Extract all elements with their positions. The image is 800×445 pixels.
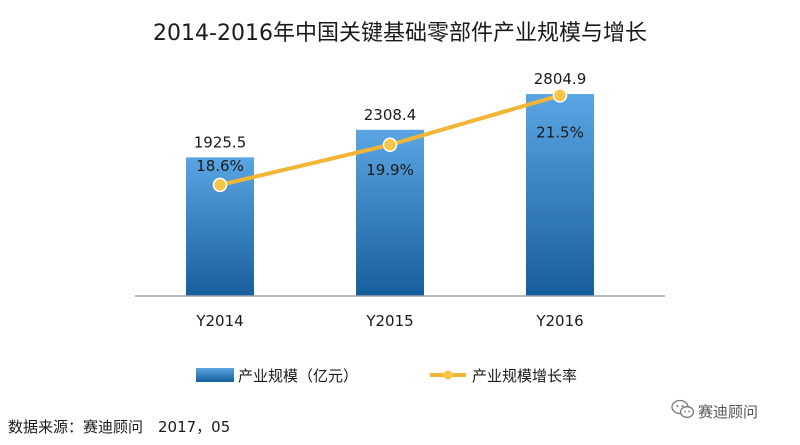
legend: 产业规模（亿元） 产业规模增长率 xyxy=(196,367,577,385)
growth-point xyxy=(552,88,568,103)
x-tick-label: Y2015 xyxy=(365,312,413,330)
bar-value-label: 1925.5 xyxy=(194,133,247,151)
watermark-text: 赛迪顾问 xyxy=(698,403,758,421)
bar-Y2015 xyxy=(356,129,424,296)
growth-point xyxy=(212,177,228,193)
bar-value-label: 2804.9 xyxy=(534,70,587,88)
chart-title: 2014-2016年中国关键基础零部件产业规模与增长 xyxy=(153,21,647,46)
growth-value-label: 18.6% xyxy=(196,157,244,175)
x-tick-label: Y2014 xyxy=(195,312,243,330)
bar-Y2016 xyxy=(526,94,594,296)
x-tick-label: Y2016 xyxy=(535,312,583,330)
source-note: 数据来源：赛迪顾问 2017，05 xyxy=(8,418,230,436)
legend-bar-label: 产业规模（亿元） xyxy=(238,367,358,385)
bar-value-label: 2308.4 xyxy=(364,106,417,124)
bars-layer xyxy=(186,94,594,296)
legend-line-marker xyxy=(443,370,453,380)
legend-line-label: 产业规模增长率 xyxy=(472,367,577,385)
growth-point xyxy=(382,137,398,153)
line-layer xyxy=(212,88,568,193)
wechat-icon xyxy=(671,399,695,418)
legend-bar-swatch xyxy=(196,368,234,382)
growth-value-label: 19.9% xyxy=(366,161,414,179)
growth-value-label: 21.5% xyxy=(536,123,584,141)
ticks-layer: Y2014 Y2015 Y2016 xyxy=(195,312,583,330)
watermark: 赛迪顾问 xyxy=(671,399,758,421)
labels-layer: 1925.5 2308.4 2804.9 18.6% 19.9% 21.5% xyxy=(194,70,587,179)
